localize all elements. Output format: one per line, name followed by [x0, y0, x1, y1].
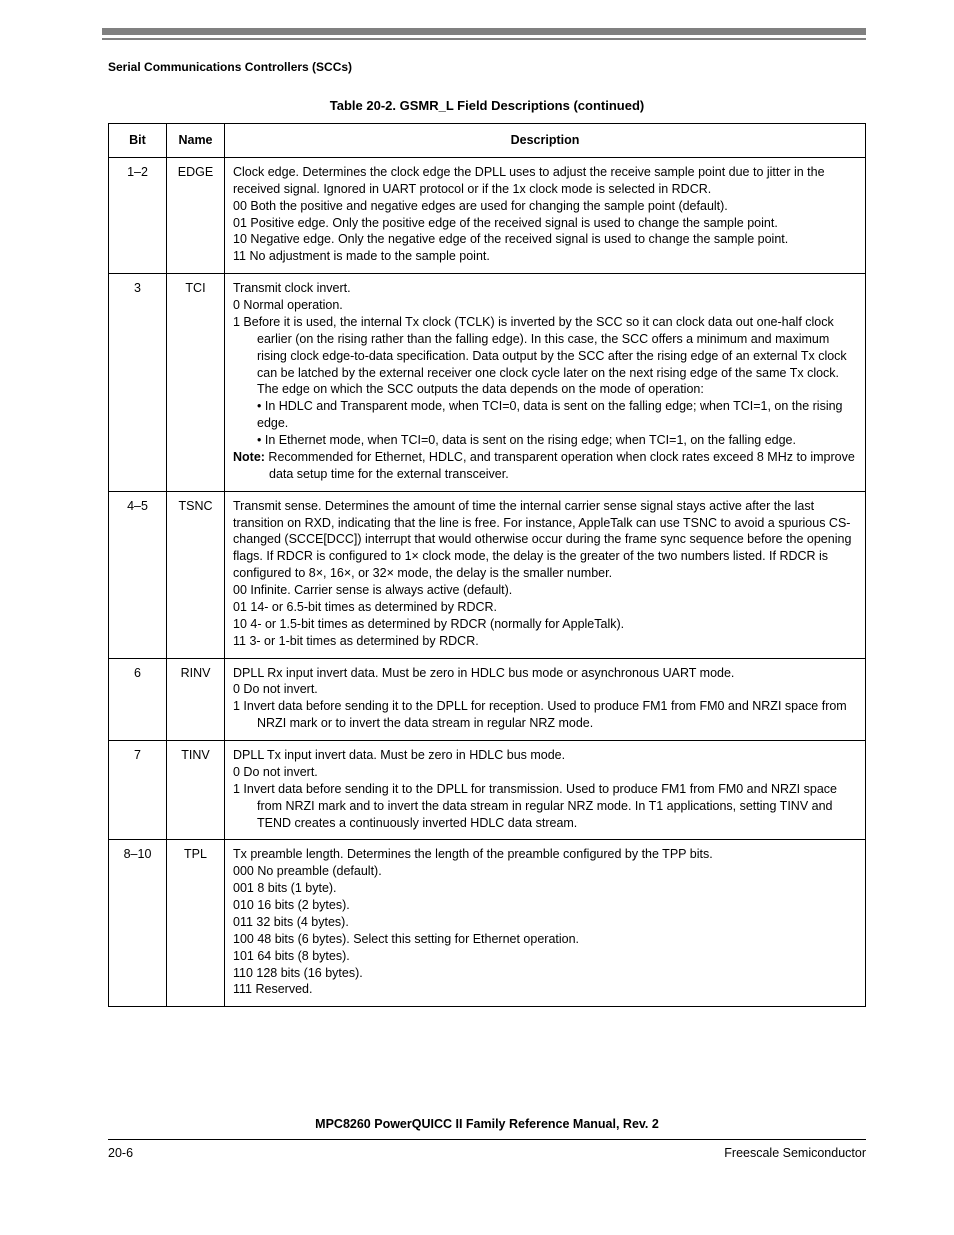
- footer-manual-title: MPC8260 PowerQUICC II Family Reference M…: [108, 1117, 866, 1131]
- table-title: Table 20-2. GSMR_L Field Descriptions (c…: [108, 98, 866, 113]
- table-row: 6RINV DPLL Rx input invert data. Must be …: [109, 658, 866, 741]
- desc-line: • In Ethernet mode, when TCI=0, data is …: [233, 432, 857, 449]
- desc-line: 10 4- or 1.5-bit times as determined by …: [233, 616, 857, 633]
- desc-line: 111 Reserved.: [233, 981, 857, 998]
- cell-bit: 4–5: [109, 491, 167, 658]
- footer-page-number: 20-6: [108, 1146, 133, 1160]
- cell-name: RINV: [167, 658, 225, 741]
- cell-bit: 8–10: [109, 840, 167, 1007]
- table-body: 1–2EDGEClock edge. Determines the clock …: [109, 157, 866, 1006]
- cell-description: DPLL Tx input invert data. Must be zero …: [225, 741, 866, 840]
- desc-line: 01 14- or 6.5-bit times as determined by…: [233, 599, 857, 616]
- cell-description: Clock edge. Determines the clock edge th…: [225, 157, 866, 273]
- desc-line: DPLL Rx input invert data. Must be zero …: [233, 665, 857, 682]
- cell-name: TSNC: [167, 491, 225, 658]
- desc-line: 1 Invert data before sending it to the D…: [233, 698, 857, 732]
- table-header-row: Bit Name Description: [109, 124, 866, 158]
- cell-name: TINV: [167, 741, 225, 840]
- desc-line: Clock edge. Determines the clock edge th…: [233, 164, 857, 198]
- cell-bit: 3: [109, 274, 167, 492]
- table-row: 7TINV DPLL Tx input invert data. Must be …: [109, 741, 866, 840]
- page: Serial Communications Controllers (SCCs)…: [0, 0, 954, 1200]
- cell-description: Transmit clock invert.0 Normal operation…: [225, 274, 866, 492]
- desc-line: 100 48 bits (6 bytes). Select this setti…: [233, 931, 857, 948]
- desc-line: 011 32 bits (4 bytes).: [233, 914, 857, 931]
- footer-rule: [108, 1139, 866, 1140]
- desc-line: 11 3- or 1-bit times as determined by RD…: [233, 633, 857, 650]
- section-header: Serial Communications Controllers (SCCs): [108, 60, 866, 74]
- desc-line: 000 No preamble (default).: [233, 863, 857, 880]
- desc-line: 01 Positive edge. Only the positive edge…: [233, 215, 857, 232]
- cell-description: Tx preamble length. Determines the lengt…: [225, 840, 866, 1007]
- desc-line: 00 Infinite. Carrier sense is always act…: [233, 582, 857, 599]
- cell-name: TPL: [167, 840, 225, 1007]
- cell-description: Transmit sense. Determines the amount of…: [225, 491, 866, 658]
- col-name: Name: [167, 124, 225, 158]
- desc-line: 110 128 bits (16 bytes).: [233, 965, 857, 982]
- cell-description: DPLL Rx input invert data. Must be zero …: [225, 658, 866, 741]
- header-rule: [108, 28, 866, 42]
- table-row: 4–5TSNCTransmit sense. Determines the am…: [109, 491, 866, 658]
- desc-line: 0 Do not invert.: [233, 681, 857, 698]
- table-row: 3TCITransmit clock invert.0 Normal opera…: [109, 274, 866, 492]
- desc-line: Transmit sense. Determines the amount of…: [233, 498, 857, 582]
- desc-line: 1 Invert data before sending it to the D…: [233, 781, 857, 832]
- desc-line: • In HDLC and Transparent mode, when TCI…: [233, 398, 857, 432]
- desc-line: Note: Recommended for Ethernet, HDLC, an…: [233, 449, 857, 483]
- desc-line: 010 16 bits (2 bytes).: [233, 897, 857, 914]
- desc-line: Transmit clock invert.: [233, 280, 857, 297]
- desc-line: 10 Negative edge. Only the negative edge…: [233, 231, 857, 248]
- desc-line: 0 Do not invert.: [233, 764, 857, 781]
- col-bit: Bit: [109, 124, 167, 158]
- desc-line: 1 Before it is used, the internal Tx clo…: [233, 314, 857, 398]
- desc-line: DPLL Tx input invert data. Must be zero …: [233, 747, 857, 764]
- desc-line: 00 Both the positive and negative edges …: [233, 198, 857, 215]
- desc-line: Tx preamble length. Determines the lengt…: [233, 846, 857, 863]
- cell-bit: 1–2: [109, 157, 167, 273]
- field-table: Bit Name Description 1–2EDGEClock edge. …: [108, 123, 866, 1007]
- col-desc: Description: [225, 124, 866, 158]
- desc-line: 101 64 bits (8 bytes).: [233, 948, 857, 965]
- page-footer: MPC8260 PowerQUICC II Family Reference M…: [108, 1117, 866, 1160]
- table-row: 8–10TPL Tx preamble length. Determines th…: [109, 840, 866, 1007]
- cell-bit: 7: [109, 741, 167, 840]
- desc-line: 0 Normal operation.: [233, 297, 857, 314]
- cell-bit: 6: [109, 658, 167, 741]
- cell-name: EDGE: [167, 157, 225, 273]
- desc-line: 11 No adjustment is made to the sample p…: [233, 248, 857, 265]
- cell-name: TCI: [167, 274, 225, 492]
- table-row: 1–2EDGEClock edge. Determines the clock …: [109, 157, 866, 273]
- desc-line: 001 8 bits (1 byte).: [233, 880, 857, 897]
- footer-vendor: Freescale Semiconductor: [724, 1146, 866, 1160]
